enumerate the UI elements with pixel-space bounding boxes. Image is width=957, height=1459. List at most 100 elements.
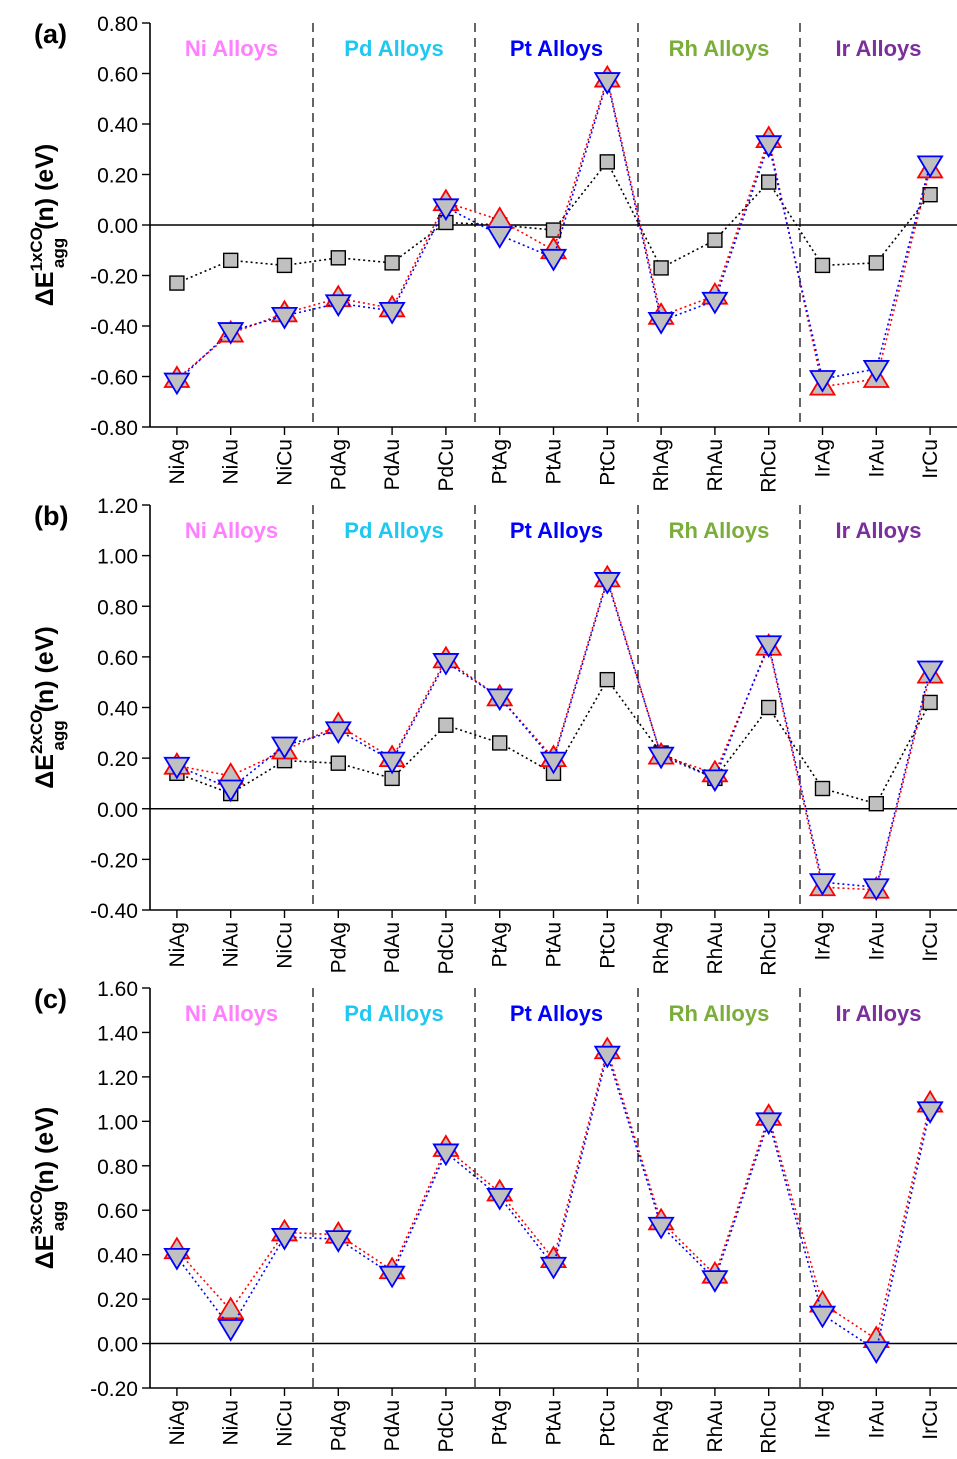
x-tick-label: RhAu bbox=[704, 1400, 727, 1453]
series-line-segment bbox=[284, 759, 339, 764]
data-point bbox=[862, 878, 890, 901]
x-tick-label: PtAg bbox=[489, 1400, 512, 1446]
series-line-segment bbox=[499, 1196, 555, 1267]
series-line-segment bbox=[767, 646, 824, 888]
data-point bbox=[432, 198, 460, 222]
y-tick-label: 1.60 bbox=[97, 978, 138, 1001]
series-line-segment bbox=[552, 161, 608, 231]
data-point bbox=[539, 751, 568, 775]
series-line-segment bbox=[714, 138, 770, 296]
x-tick-label: PdAu bbox=[381, 1400, 404, 1451]
data-point bbox=[599, 154, 615, 170]
y-tick-label: 0.60 bbox=[97, 647, 138, 670]
data-point bbox=[916, 155, 944, 179]
y-tick-label: -0.40 bbox=[90, 316, 138, 339]
series-line-segment bbox=[822, 881, 877, 889]
x-tick-label: NiAg bbox=[166, 439, 189, 485]
series-line-segment bbox=[391, 201, 447, 309]
x-tick-label: NiCu bbox=[274, 1400, 297, 1447]
x-tick-label: IrAg bbox=[812, 922, 835, 961]
panel-label: (c) bbox=[34, 984, 67, 1014]
data-point bbox=[270, 1227, 299, 1251]
series-line-segment bbox=[230, 315, 285, 332]
data-point bbox=[707, 232, 723, 248]
series-line-segment bbox=[499, 1191, 555, 1260]
group-title: Pd Alloys bbox=[344, 1001, 443, 1026]
data-point bbox=[862, 360, 890, 383]
y-tick-label: 0.20 bbox=[97, 748, 138, 771]
panel-c: (c) ΔE3xCO agg(n) (eV) 1.60 1.40 1.20 1.00 0.80… bbox=[27, 978, 957, 1454]
series-line-segment bbox=[606, 1054, 662, 1227]
x-tick-label: IrAg bbox=[812, 439, 835, 478]
y-tick-label: 1.00 bbox=[97, 1111, 138, 1134]
series-line-segment bbox=[822, 886, 877, 891]
series-line-segment bbox=[606, 580, 662, 756]
x-tick-label: NiAg bbox=[166, 922, 189, 968]
group-title: Rh Alloys bbox=[669, 1001, 770, 1026]
series-line-segment bbox=[875, 702, 931, 805]
series-line-segment bbox=[768, 707, 824, 789]
data-point bbox=[378, 751, 406, 775]
y-tick-label: 0.20 bbox=[97, 1289, 138, 1312]
series-line-segment bbox=[606, 80, 662, 322]
series-line-segment bbox=[822, 368, 877, 380]
data-point bbox=[814, 780, 831, 797]
y-tick-label: 0.40 bbox=[97, 114, 138, 137]
x-tick-label: RhCu bbox=[758, 1400, 781, 1454]
x-tick-label: NiAu bbox=[220, 1400, 243, 1446]
data-point bbox=[808, 873, 837, 896]
y-tick-label: 1.40 bbox=[97, 1022, 138, 1045]
x-tick-label: PtAu bbox=[543, 1400, 566, 1446]
x-tick-label: IrAg bbox=[812, 1400, 835, 1439]
series-line-segment bbox=[822, 262, 877, 267]
series-line-segment bbox=[552, 80, 609, 259]
series-line-segment bbox=[445, 724, 500, 744]
series-line-segment bbox=[875, 194, 931, 264]
group-title: Pd Alloys bbox=[344, 518, 443, 543]
y-tick-label: 0.80 bbox=[97, 1156, 138, 1179]
series-line-segment bbox=[767, 644, 824, 883]
y-tick-label: 0.40 bbox=[97, 1245, 138, 1268]
data-point bbox=[324, 294, 352, 318]
x-tick-label: RhCu bbox=[758, 922, 781, 976]
data-point bbox=[486, 206, 514, 229]
data-point bbox=[217, 1296, 245, 1320]
y-tick-label: 1.20 bbox=[97, 1067, 138, 1090]
data-point bbox=[217, 779, 245, 803]
panel-label: (a) bbox=[34, 19, 67, 49]
series-line-segment bbox=[391, 659, 447, 759]
data-point bbox=[378, 1265, 406, 1289]
x-tick-label: PdAg bbox=[327, 1400, 350, 1451]
x-tick-label: PdCu bbox=[435, 922, 458, 975]
group-title: Ir Alloys bbox=[836, 1001, 922, 1026]
series-triangle-up bbox=[163, 564, 944, 899]
series-line-segment bbox=[552, 580, 609, 761]
data-point bbox=[324, 1230, 352, 1253]
series-line-segment bbox=[176, 330, 232, 383]
series-line-segment bbox=[552, 578, 609, 759]
series-line-segment bbox=[768, 181, 824, 266]
data-point bbox=[755, 635, 783, 658]
x-tick-label: NiAu bbox=[220, 439, 243, 485]
data-point bbox=[647, 1216, 675, 1240]
y-tick-label: -0.80 bbox=[90, 417, 138, 440]
series-line-segment bbox=[176, 259, 232, 284]
series-line-segment bbox=[606, 78, 662, 317]
series-line-segment bbox=[606, 679, 662, 754]
series-line-segment bbox=[176, 1256, 232, 1329]
series-line-segment bbox=[714, 1116, 770, 1275]
series-line-segment bbox=[176, 764, 231, 777]
data-point bbox=[378, 301, 406, 325]
x-tick-label: PtAu bbox=[543, 922, 566, 968]
data-point bbox=[486, 226, 514, 249]
series-line-segment bbox=[445, 221, 500, 226]
series-line-segment bbox=[391, 206, 447, 312]
series-line-segment bbox=[284, 1236, 339, 1240]
series-line-segment bbox=[606, 578, 662, 756]
series-line-segment bbox=[767, 1121, 824, 1315]
y-tick-label: 0.60 bbox=[97, 1200, 138, 1223]
series-line-segment bbox=[499, 696, 555, 759]
x-tick-label: PtCu bbox=[596, 922, 619, 969]
y-tick-label: -0.40 bbox=[90, 900, 138, 923]
